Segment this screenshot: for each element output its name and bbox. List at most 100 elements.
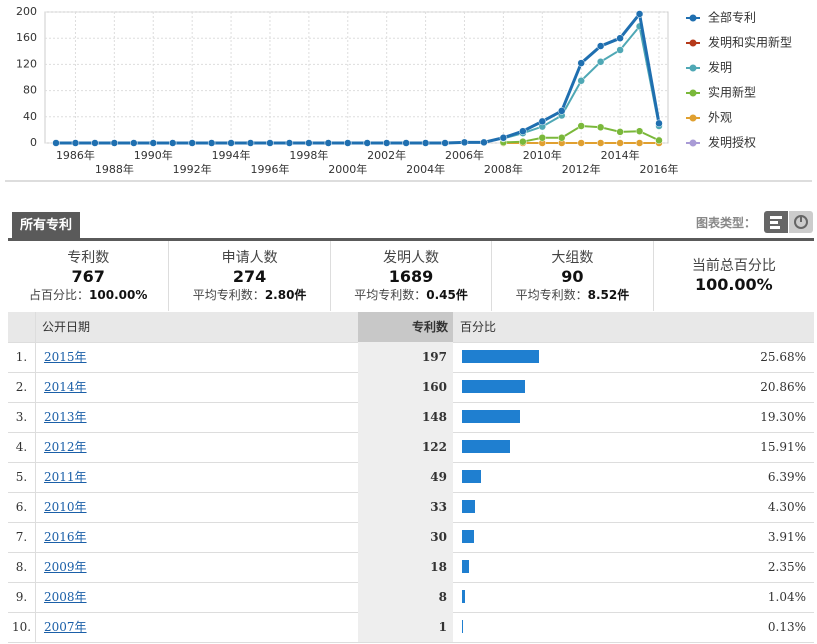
y-tick-label: 120 — [16, 57, 37, 70]
data-point — [577, 59, 585, 67]
data-point — [246, 139, 255, 147]
count: 33 — [358, 492, 453, 522]
table-row: 10. 2007年 1 0.13% — [8, 612, 814, 643]
y-tick-label: 40 — [23, 110, 37, 123]
table-row: 8. 2009年 18 2.35% — [8, 552, 814, 583]
y-tick-label: 0 — [30, 136, 37, 149]
data-point — [557, 107, 566, 115]
x-tick-label: 1988年 — [95, 162, 134, 176]
data-point — [519, 137, 527, 146]
data-point — [480, 138, 488, 147]
table-row: 3. 2013年 148 19.30% — [8, 402, 814, 433]
stats: 专利数 767 占百分比：100.00% 申请人数 274 平均专利数：2.80件 发明人数… — [8, 241, 814, 311]
data-point — [635, 127, 644, 135]
count: 18 — [358, 552, 453, 582]
year-link[interactable]: 2009年 — [44, 560, 87, 574]
percent-bar — [462, 410, 520, 423]
rank: 2. — [8, 372, 36, 402]
stat-name: 专利数 — [67, 250, 110, 266]
year-link[interactable]: 2012年 — [44, 440, 87, 454]
year-link[interactable]: 2010年 — [44, 500, 87, 514]
table-row: 9. 2008年 8 1.04% — [8, 582, 814, 613]
year-link[interactable]: 2008年 — [44, 590, 87, 604]
percent-bar — [462, 530, 474, 543]
data-point — [655, 119, 663, 128]
percent-bar — [462, 380, 525, 393]
data-point — [577, 77, 585, 85]
stat-box: 大组数 90 平均专利数：8.52件 — [492, 241, 654, 311]
stat-sub-label: 平均专利数： — [354, 288, 427, 302]
count: 8 — [358, 582, 453, 612]
stat-sub: 占百分比：100.00% — [8, 286, 168, 303]
stat-sub-label: 占百分比： — [29, 288, 90, 302]
data-point — [227, 139, 235, 147]
data-point — [110, 139, 119, 147]
pie-icon-button[interactable] — [789, 211, 813, 233]
percent-bar — [462, 470, 482, 483]
x-tick-label: 2006年 — [445, 148, 484, 162]
data-point — [596, 123, 605, 132]
legend-marker — [689, 39, 697, 47]
data-point — [266, 139, 274, 147]
data-point — [635, 10, 644, 18]
tab[interactable]: 所有专利 — [12, 212, 80, 239]
year-link[interactable]: 2013年 — [44, 410, 87, 424]
line-chart: 040801201602001986年1988年1990年1992年1994年1… — [5, 5, 812, 182]
x-tick-label: 2012年 — [562, 162, 601, 176]
bar-icon-button[interactable] — [764, 211, 788, 233]
table-row: 6. 2010年 33 4.30% — [8, 492, 814, 523]
data-point — [168, 139, 177, 147]
legend-label: 发明授权 — [708, 135, 756, 150]
data-point — [421, 139, 430, 147]
percent-bar — [462, 440, 510, 453]
stat-sub-value: 2.80件 — [264, 288, 307, 302]
year-link[interactable]: 2014年 — [44, 380, 87, 394]
stat-box: 发明人数 1689 平均专利数：0.45件 — [331, 241, 493, 311]
stat-sub-label: 平均专利数： — [515, 288, 588, 302]
stat-value: 274 — [232, 267, 267, 286]
x-tick-label: 2014年 — [601, 148, 640, 162]
percent-label: 15.91% — [760, 440, 806, 454]
stat-name: 发明人数 — [383, 250, 440, 266]
data-point — [441, 139, 449, 147]
percent-bar — [462, 350, 540, 363]
x-tick-label: 1990年 — [134, 148, 173, 162]
legend-label: 发明 — [708, 60, 732, 75]
year-link[interactable]: 2015年 — [44, 350, 87, 364]
percent-label: 20.86% — [760, 380, 806, 394]
x-tick-label: 1994年 — [212, 148, 251, 162]
legend-marker — [689, 114, 697, 122]
legend-label: 实用新型 — [708, 85, 756, 100]
data-point — [538, 117, 547, 126]
data-point — [616, 139, 624, 147]
data-point — [460, 138, 469, 147]
data-point — [635, 139, 644, 147]
data-point — [324, 139, 333, 147]
x-tick-label: 2002年 — [367, 148, 406, 162]
header-date: 公开日期 — [42, 320, 91, 334]
data-point — [71, 139, 80, 147]
legend-label: 发明和实用新型 — [708, 35, 792, 50]
stat-sub-value: 100.00% — [89, 288, 148, 302]
chart-type-label: 图表类型： — [696, 216, 757, 230]
x-tick-label: 2010年 — [523, 148, 562, 162]
data-point — [52, 139, 60, 147]
x-tick-label: 2004年 — [406, 162, 445, 176]
count: 148 — [358, 402, 453, 432]
stat-sub-value: 8.52件 — [587, 288, 630, 302]
year-link[interactable]: 2016年 — [44, 530, 87, 544]
table-row: 5. 2011年 49 6.39% — [8, 462, 814, 493]
data-point — [577, 122, 585, 130]
percent-label: 1.04% — [767, 590, 806, 604]
rank: 1. — [8, 342, 36, 372]
rank: 4. — [8, 432, 36, 462]
stat-sub: 平均专利数：0.45件 — [331, 286, 491, 303]
x-tick-label: 1992年 — [173, 162, 212, 176]
data-point — [382, 139, 391, 147]
percent-label: 4.30% — [767, 500, 806, 514]
year-link[interactable]: 2007年 — [44, 620, 87, 634]
header-percent: 百分比 — [460, 320, 497, 334]
data-point — [616, 46, 624, 54]
year-link[interactable]: 2011年 — [44, 470, 87, 484]
